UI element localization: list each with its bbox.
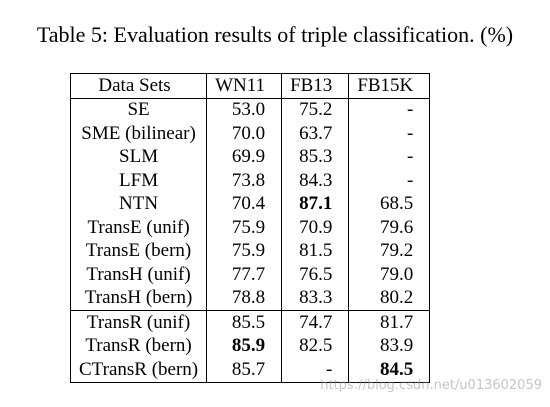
column-header: WN11 (206, 73, 283, 99)
column-header: FB13 (281, 73, 350, 99)
cell: - (348, 145, 431, 169)
cell: 84.5 (348, 358, 431, 382)
table-row: SE 53.0 75.2- (69, 98, 431, 122)
table-caption: Table 5: Evaluation results of triple cl… (36, 22, 514, 47)
cell: 75.2 (281, 98, 350, 122)
row-label: SE (69, 98, 208, 122)
cell: 84.3 (281, 169, 350, 193)
row-label: TransR (bern) (69, 334, 208, 358)
column-header: Data Sets (69, 73, 208, 99)
cell: - (281, 358, 350, 382)
column-header: FB15K (348, 73, 431, 99)
row-label: TransE (unif) (69, 216, 208, 240)
cell: 83.9 (348, 334, 431, 358)
cell: 79.0 (348, 263, 431, 287)
cell: 76.5 (281, 263, 350, 287)
cell: 83.3 (281, 286, 350, 311)
cell: 77.7 (206, 263, 283, 287)
cell: 85.3 (281, 145, 350, 169)
cell: 78.8 (206, 286, 283, 311)
table-row: TransR (unif) 85.5 74.7 81.7 (69, 310, 431, 335)
cell: 70.4 (206, 192, 283, 216)
cell: 63.7 (281, 122, 350, 146)
cell: 74.7 (281, 310, 350, 335)
row-label: TransR (unif) (69, 310, 208, 335)
cell: 75.9 (206, 216, 283, 240)
cell: 87.1 (281, 192, 350, 216)
cell: 69.9 (206, 145, 283, 169)
table-row: TransH (unif) 77.7 76.5 79.0 (69, 263, 431, 287)
cell: 85.9 (206, 334, 283, 358)
row-label: TransH (unif) (69, 263, 208, 287)
cell: 70.0 (206, 122, 283, 146)
row-label: LFM (69, 169, 208, 193)
table-row: LFM 73.8 84.3- (69, 169, 431, 193)
table-row: NTN 70.4 87.1 68.5 (69, 192, 431, 216)
cell: 81.7 (348, 310, 431, 335)
cell: 80.2 (348, 286, 431, 311)
table-row: SLM 69.9 85.3- (69, 145, 431, 169)
table-row: TransE (bern) 75.9 81.5 79.2 (69, 239, 431, 263)
watermark: https://blog.csdn.net/u013602059 (320, 378, 542, 393)
cell: - (348, 98, 431, 122)
cell: 85.7 (206, 358, 283, 382)
cell: - (348, 122, 431, 146)
cell: 82.5 (281, 334, 350, 358)
table-row: SME (bilinear) 70.0 63.7- (69, 122, 431, 146)
table-row: CTransR (bern) 85.7-84.5 (69, 358, 431, 382)
cell: 79.6 (348, 216, 431, 240)
row-label: CTransR (bern) (69, 358, 208, 382)
cell: 85.5 (206, 310, 283, 335)
cell: 75.9 (206, 239, 283, 263)
row-label: NTN (69, 192, 208, 216)
row-label: TransE (bern) (69, 239, 208, 263)
row-label: SME (bilinear) (69, 122, 208, 146)
cell: 53.0 (206, 98, 283, 122)
cell: 79.2 (348, 239, 431, 263)
table-row: TransH (bern) 78.8 83.3 80.2 (69, 286, 431, 311)
table-row: TransR (bern) 85.9 82.5 83.9 (69, 334, 431, 358)
cell: 81.5 (281, 239, 350, 263)
row-label: TransH (bern) (69, 286, 208, 311)
cell: 70.9 (281, 216, 350, 240)
row-label: SLM (69, 145, 208, 169)
header-row: Data Sets WN11 FB13 FB15K (69, 73, 431, 99)
cell: 68.5 (348, 192, 431, 216)
results-table: Data Sets WN11 FB13 FB15K SE 53.0 75.2- SME (bi… (69, 73, 431, 383)
cell: - (348, 169, 431, 193)
cell: 73.8 (206, 169, 283, 193)
table-row: TransE (unif) 75.9 70.9 79.6 (69, 216, 431, 240)
